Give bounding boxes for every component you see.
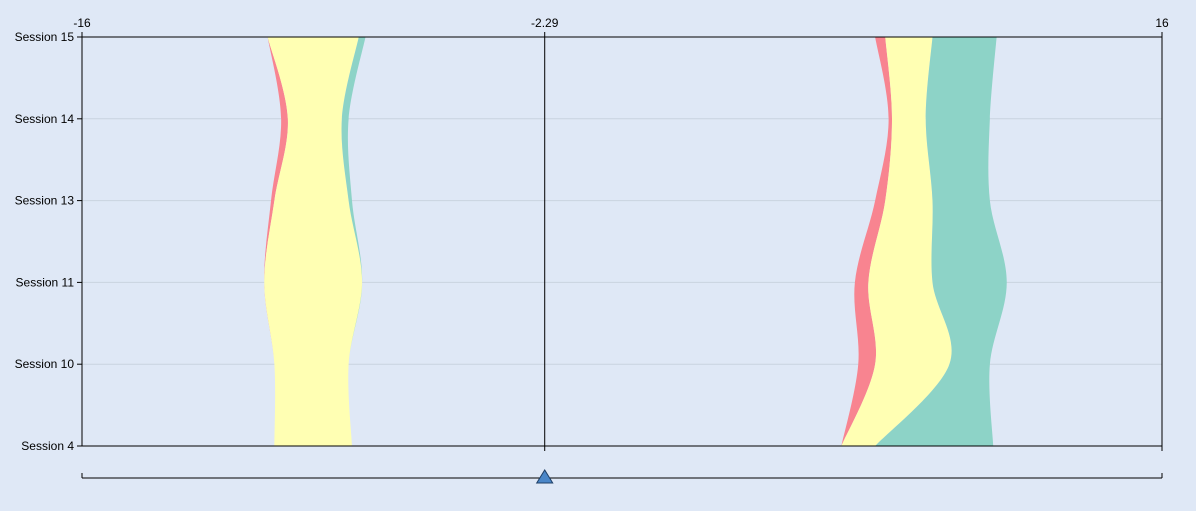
streams: [264, 37, 1007, 446]
y-tick-label: Session 11: [16, 275, 75, 289]
y-tick-label: Session 4: [21, 439, 74, 453]
y-tick-label: Session 14: [15, 112, 75, 126]
stream-band-right-series_yellow: [841, 37, 952, 446]
stream-band-left-series_yellow: [264, 37, 363, 446]
y-tick-label: Session 13: [15, 194, 75, 208]
x-tick-label: -16: [73, 16, 91, 30]
axes: [77, 32, 1163, 451]
gridlines: [82, 118, 1162, 365]
x-tick-label: -2.29: [531, 16, 559, 30]
x-axis-labels: -16 -2.29 16: [73, 16, 1169, 30]
stream-band-right-series_pink: [841, 37, 892, 446]
slider-handle[interactable]: [535, 469, 554, 484]
y-tick-label: Session 15: [15, 30, 75, 44]
y-axis-labels: Session 4 Session 10 Session 11 Session 13 S…: [15, 30, 75, 453]
x-tick-label: 16: [1155, 16, 1169, 30]
stream-band-left-series_teal: [341, 37, 366, 446]
range-slider[interactable]: [81, 469, 1163, 484]
stream-band-right-series_teal: [875, 37, 1007, 446]
y-tick-label: Session 10: [15, 357, 75, 371]
stream-band-left-series_pink: [264, 37, 288, 446]
